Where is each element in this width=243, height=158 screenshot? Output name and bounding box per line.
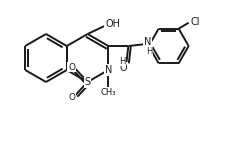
- Text: H: H: [119, 57, 126, 66]
- Text: OH: OH: [105, 19, 120, 29]
- Text: O: O: [68, 63, 75, 72]
- Text: N: N: [105, 65, 112, 75]
- Text: N: N: [144, 37, 151, 47]
- Text: CH₃: CH₃: [101, 88, 116, 97]
- Text: O: O: [68, 92, 75, 101]
- Text: H: H: [146, 46, 153, 55]
- Text: Cl: Cl: [191, 17, 200, 27]
- Text: S: S: [85, 77, 91, 87]
- Text: O: O: [120, 63, 127, 73]
